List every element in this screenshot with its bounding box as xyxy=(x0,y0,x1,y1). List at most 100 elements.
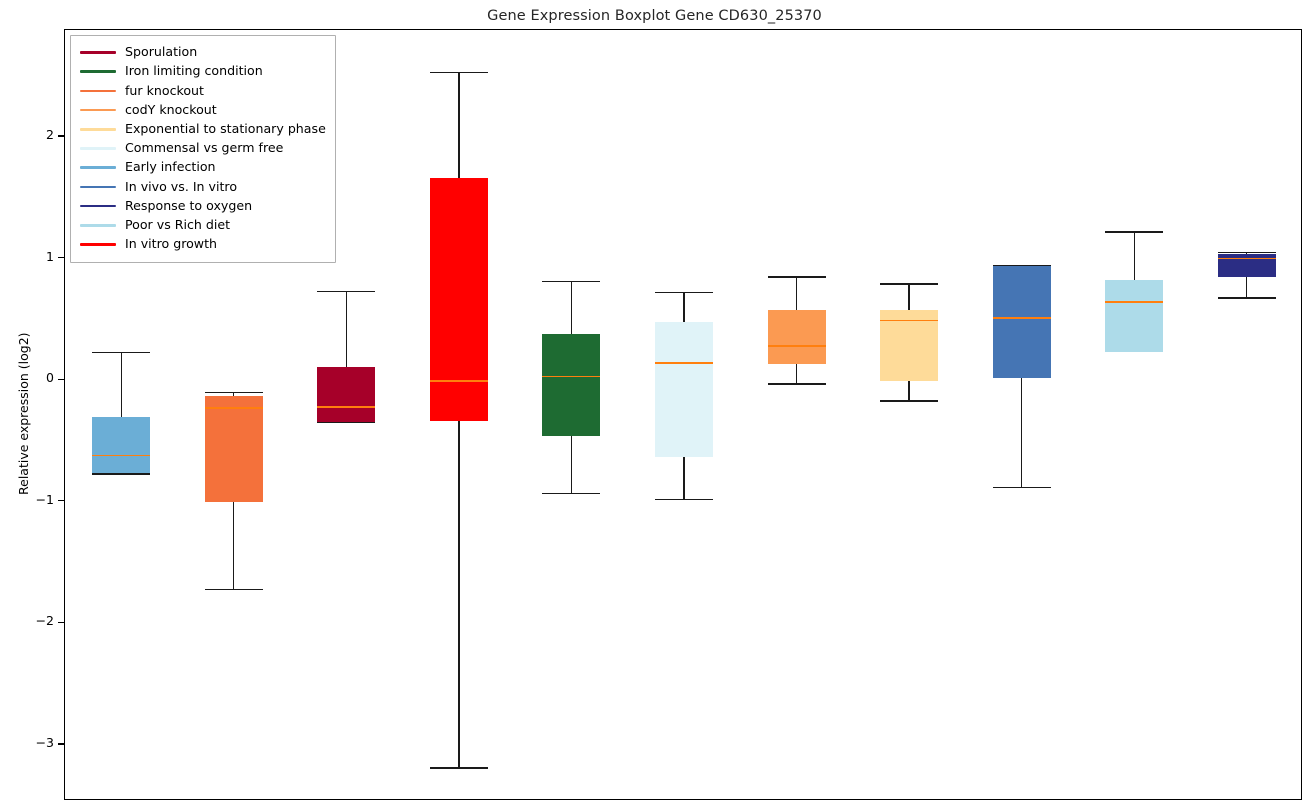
whisker-cap-lower xyxy=(542,492,601,494)
whisker-cap-upper xyxy=(880,283,939,285)
box-body xyxy=(767,309,826,365)
median-line xyxy=(429,380,488,382)
y-axis-tick-label: 0 xyxy=(46,370,54,386)
legend-item-label: In vitro growth xyxy=(125,236,218,252)
box-body xyxy=(880,310,939,381)
legend-item[interactable]: codY knockout xyxy=(80,101,326,120)
whisker-cap-lower xyxy=(204,588,263,591)
boxplot-box xyxy=(65,30,1301,799)
y-axis-tick-label: −1 xyxy=(35,491,54,507)
boxplot-box xyxy=(65,30,1301,799)
legend-item-label: In vivo vs. In vitro xyxy=(125,178,238,194)
box-body xyxy=(655,321,713,457)
box-body xyxy=(92,416,151,474)
whisker-cap-upper xyxy=(204,391,263,394)
median-line xyxy=(1105,300,1164,303)
chart-title: Gene Expression Boxplot Gene CD630_25370 xyxy=(487,8,822,24)
legend-item-label: Commensal vs germ free xyxy=(125,140,284,156)
median-line xyxy=(92,454,151,457)
median-line xyxy=(317,406,376,408)
boxplot-box xyxy=(65,30,1301,799)
boxplot-box xyxy=(65,30,1301,799)
whisker-lower xyxy=(570,435,573,494)
whisker-upper xyxy=(1133,231,1135,280)
whisker-cap-upper xyxy=(429,71,488,74)
legend-swatch-icon xyxy=(80,185,116,189)
legend-swatch-icon xyxy=(80,70,116,74)
legend-swatch-icon xyxy=(80,166,116,170)
legend-swatch-icon xyxy=(80,223,116,227)
boxplot-box xyxy=(65,30,1301,799)
legend-item[interactable]: fur knockout xyxy=(80,81,326,100)
whisker-cap-upper xyxy=(92,351,151,353)
legend-item[interactable]: Response to oxygen xyxy=(80,197,326,216)
median-line xyxy=(542,375,601,378)
whisker-cap-upper xyxy=(542,281,601,283)
whisker-cap-lower xyxy=(92,473,151,475)
y-axis-tick xyxy=(58,743,64,745)
box-body xyxy=(1217,253,1276,278)
legend-swatch-icon xyxy=(80,128,116,131)
legend-swatch-icon xyxy=(80,147,116,150)
whisker-lower xyxy=(795,364,798,384)
y-axis-tick xyxy=(58,378,64,380)
legend-item[interactable]: Exponential to stationary phase xyxy=(80,120,326,139)
box-body xyxy=(317,367,376,423)
whisker-cap-upper xyxy=(1217,251,1276,254)
whisker-cap-lower xyxy=(992,486,1051,488)
y-axis-tick xyxy=(58,621,64,623)
whisker-upper xyxy=(795,276,798,310)
legend-item-label: codY knockout xyxy=(125,101,217,117)
median-line xyxy=(992,317,1051,319)
legend-swatch-icon xyxy=(80,204,116,208)
legend-swatch-icon xyxy=(80,108,116,112)
legend-item[interactable]: In vitro growth xyxy=(80,235,326,254)
box-body xyxy=(204,396,263,502)
y-axis-tick-label: 1 xyxy=(46,248,54,264)
whisker-cap-upper xyxy=(317,290,376,293)
whisker-upper xyxy=(120,352,122,417)
whisker-cap-upper xyxy=(992,265,1051,267)
legend-item-label: fur knockout xyxy=(125,82,204,98)
plot-axes xyxy=(64,29,1302,800)
legend-item[interactable]: In vivo vs. In vitro xyxy=(80,177,326,196)
box-body xyxy=(992,265,1051,378)
legend-item-label: Iron limiting condition xyxy=(125,63,263,79)
whisker-upper xyxy=(908,284,910,311)
whisker-cap-upper xyxy=(655,291,713,294)
legend-item-label: Poor vs Rich diet xyxy=(125,216,231,232)
plot-area xyxy=(65,30,1301,799)
whisker-upper xyxy=(683,292,685,322)
whisker-lower xyxy=(683,456,685,500)
legend-swatch-icon xyxy=(80,243,116,246)
y-axis-tick-label: 2 xyxy=(46,127,54,142)
box-body xyxy=(542,333,601,436)
legend-item[interactable]: Sporulation xyxy=(80,43,326,62)
median-line xyxy=(1217,257,1276,260)
legend-item[interactable]: Commensal vs germ free xyxy=(80,139,326,158)
whisker-cap-lower xyxy=(655,498,713,501)
legend-item[interactable]: Iron limiting condition xyxy=(80,62,326,81)
whisker-cap-lower xyxy=(1105,350,1164,353)
median-line xyxy=(655,362,713,364)
legend-item[interactable]: Early infection xyxy=(80,158,326,177)
y-axis-tick xyxy=(58,135,64,137)
y-axis-tick-label: −3 xyxy=(35,735,54,750)
legend-item-label: Exponential to stationary phase xyxy=(125,121,326,137)
boxplot-box xyxy=(65,30,1301,799)
whisker-cap-lower xyxy=(880,400,939,402)
legend-item-label: Early infection xyxy=(125,159,216,175)
legend-item[interactable]: Poor vs Rich diet xyxy=(80,216,326,235)
whisker-upper xyxy=(345,291,347,368)
boxplot-box xyxy=(65,30,1301,799)
boxplot-box xyxy=(65,30,1301,799)
boxplot-box xyxy=(65,30,1301,799)
median-line xyxy=(880,319,939,322)
y-axis-label: Relative expression (log2) xyxy=(16,331,31,495)
whisker-cap-upper xyxy=(767,276,826,278)
legend-item-label: Response to oxygen xyxy=(125,197,253,213)
whisker-cap-upper xyxy=(1105,231,1164,233)
legend-swatch-icon xyxy=(80,51,116,54)
y-axis-tick xyxy=(58,257,64,259)
